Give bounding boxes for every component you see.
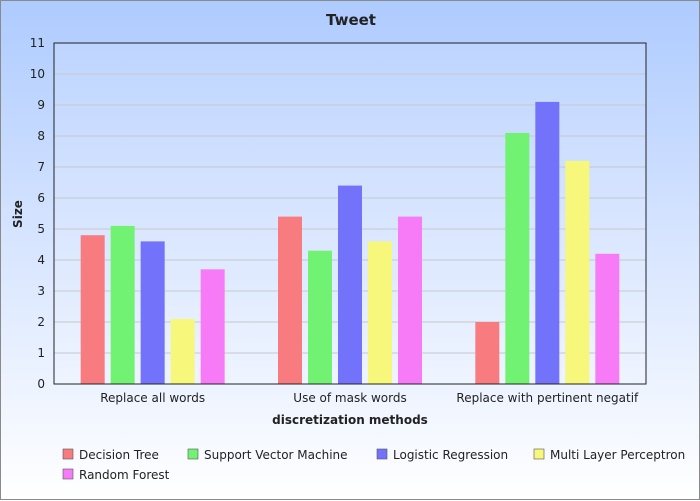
- bar: [398, 216, 422, 384]
- x-tick-label: Replace with pertinent negatif: [456, 391, 639, 405]
- bar: [368, 241, 392, 384]
- legend: Decision Tree Support Vector Machine Logis…: [62, 448, 685, 482]
- x-axis-ticks: Replace all words Use of mask words Replac…: [100, 391, 639, 405]
- bar: [475, 322, 500, 384]
- y-tick-label: 3: [37, 284, 45, 298]
- x-tick-label: Replace all words: [100, 391, 205, 405]
- legend-label: Logistic Regression: [393, 448, 508, 462]
- y-tick-label: 5: [37, 222, 45, 236]
- legend-swatch: [533, 448, 545, 460]
- bar: [80, 235, 105, 384]
- bar: [140, 241, 165, 384]
- legend-swatch: [62, 448, 74, 460]
- y-tick-label: 0: [37, 377, 45, 391]
- y-tick-label: 8: [37, 129, 45, 143]
- bar: [170, 318, 195, 384]
- bar: [308, 250, 332, 384]
- bar: [505, 132, 530, 384]
- plot-border: [53, 42, 647, 385]
- legend-label: Decision Tree: [79, 448, 159, 462]
- bar: [110, 225, 135, 384]
- x-tick-label: Use of mask words: [293, 391, 406, 405]
- bar: [595, 253, 620, 384]
- bars: [80, 101, 620, 385]
- y-tick-label: 2: [37, 315, 45, 329]
- bar: [200, 269, 225, 384]
- bar: [338, 185, 362, 384]
- chart-title: Tweet: [326, 11, 376, 29]
- legend-swatch: [187, 448, 199, 460]
- y-tick-label: 7: [37, 160, 45, 174]
- y-axis-label: Size: [11, 200, 25, 228]
- legend-swatch: [62, 468, 74, 480]
- bar: [278, 216, 302, 384]
- y-tick-label: 6: [37, 191, 45, 205]
- x-axis-label: discretization methods: [272, 413, 428, 427]
- legend-label: Support Vector Machine: [204, 448, 348, 462]
- legend-swatch: [376, 448, 388, 460]
- bar: [565, 160, 590, 384]
- legend-label: Multi Layer Perceptron: [550, 448, 685, 462]
- legend-label: Random Forest: [79, 468, 170, 482]
- y-tick-label: 10: [30, 67, 45, 81]
- y-tick-label: 4: [37, 253, 45, 267]
- bar: [535, 101, 560, 385]
- y-tick-label: 1: [37, 346, 45, 360]
- y-tick-label: 9: [37, 98, 45, 112]
- y-axis-ticks: 0 1 2 3 4 5 6 7 8 9 10 11: [30, 36, 45, 391]
- y-tick-label: 11: [30, 36, 45, 50]
